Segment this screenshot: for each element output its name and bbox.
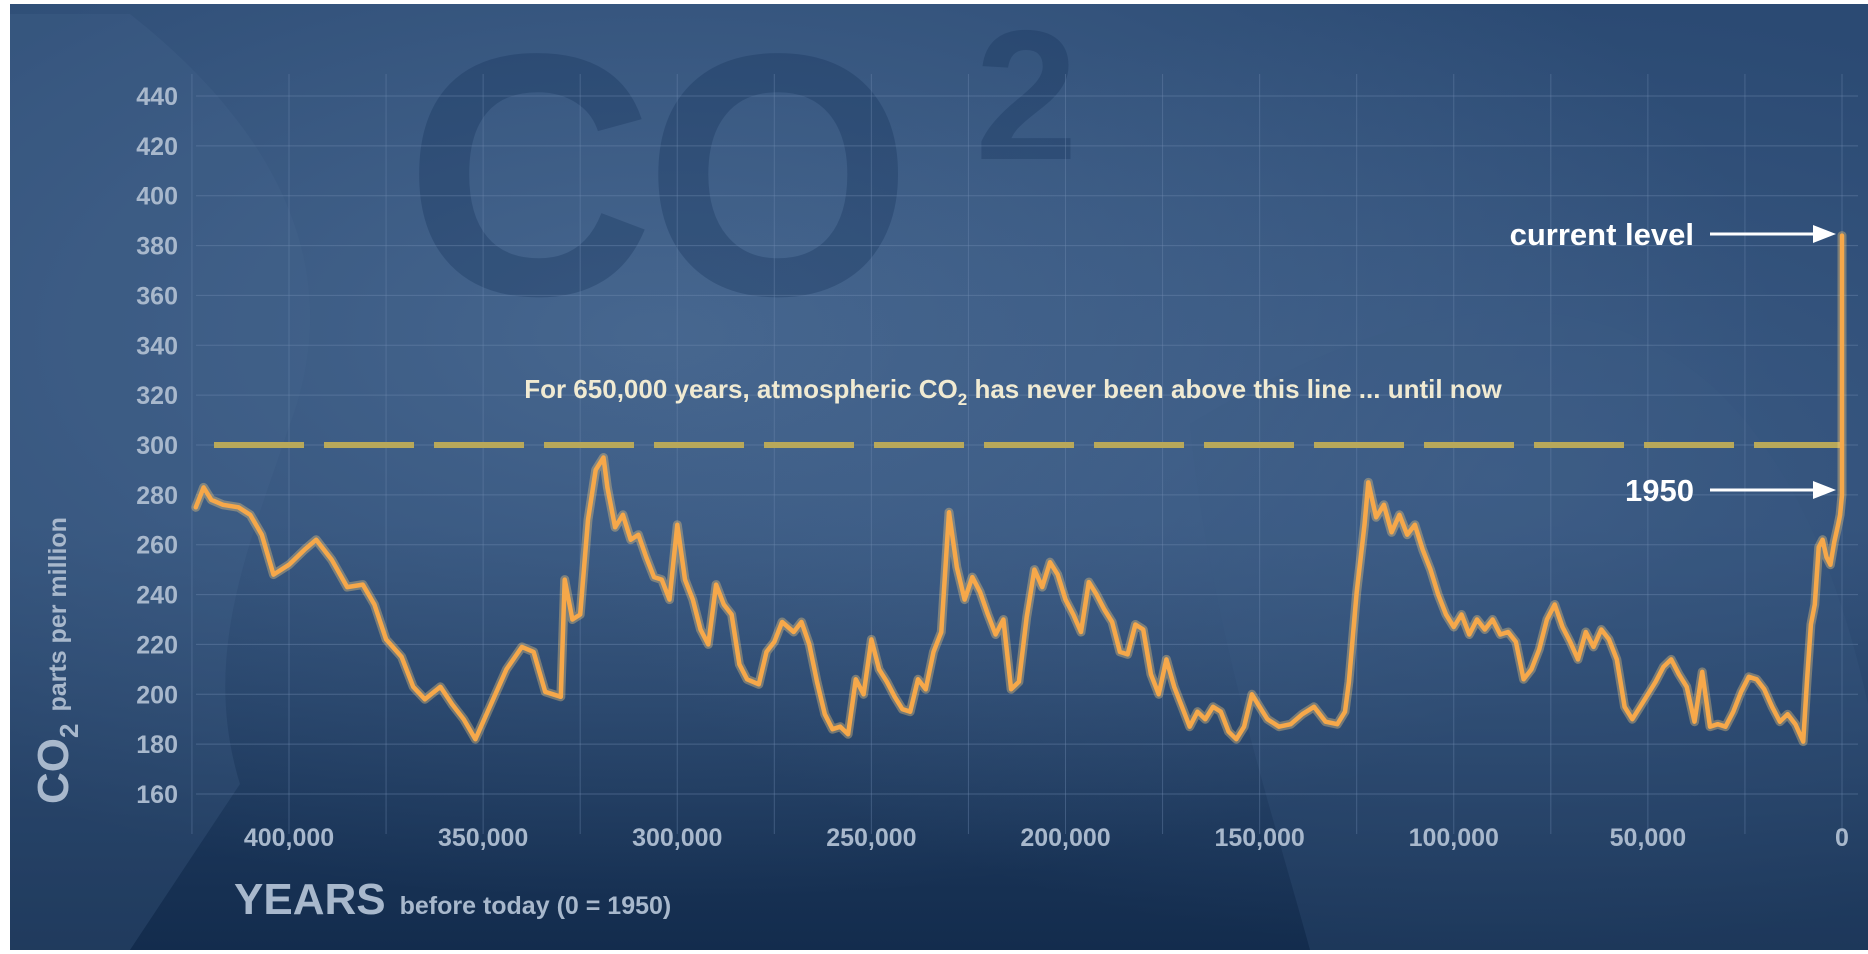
y-tick-label-160: 160 [136,781,178,809]
y-tick-label-260: 260 [136,532,178,560]
y-tick-label-300: 300 [136,432,178,460]
threshold-annotation-before: For 650,000 years, atmospheric CO [524,374,958,404]
y-tick-label-360: 360 [136,282,178,310]
x-tick-label-0: 0 [1835,824,1849,852]
y-tick-label-340: 340 [136,332,178,360]
threshold-annotation-after: has never been above this line ... until… [967,374,1502,404]
y-axis-label-subscript: 2 [54,724,84,738]
y-tick-label-440: 440 [136,83,178,111]
y-tick-label-420: 420 [136,133,178,161]
co2-chart: CO 2 160 180 200 220 240 260 280 300 320 340 360 38… [10,4,1868,950]
x-tick-label-100000: 100,000 [1409,824,1499,852]
y-tick-label-180: 180 [136,731,178,759]
threshold-annotation-subscript: 2 [958,390,967,409]
y-axis-ticks: 160 180 200 220 240 260 280 300 320 340 360 380 400 4… [136,83,178,809]
watermark-subscript: 2 [975,4,1078,199]
x-axis-label-sub: before today (0 = 1950) [400,892,672,920]
year-1950-label: 1950 [1625,473,1694,508]
y-tick-label-380: 380 [136,233,178,261]
x-axis-label: YEARS before today (0 = 1950) [234,875,671,924]
ice-shape-decoration-right [1190,311,1868,950]
x-tick-label-150000: 150,000 [1214,824,1304,852]
year-1950-arrow [1710,481,1836,499]
x-tick-label-50000: 50,000 [1610,824,1686,852]
watermark-text: CO [405,4,903,368]
x-tick-label-350000: 350,000 [438,824,528,852]
background-haze-right [10,4,1868,950]
y-tick-label-220: 220 [136,631,178,659]
co2-watermark: CO 2 [405,4,1078,368]
y-tick-label-240: 240 [136,582,178,610]
y-tick-label-200: 200 [136,681,178,709]
x-tick-label-300000: 300,000 [632,824,722,852]
y-tick-label-280: 280 [136,482,178,510]
y-axis-label-rest: parts per million [44,517,72,711]
y-tick-label-400: 400 [136,183,178,211]
ice-shape-decoration [10,14,311,950]
threshold-annotation: For 650,000 years, atmospheric CO2 has n… [524,374,1502,409]
x-tick-label-250000: 250,000 [826,824,916,852]
x-axis-ticks: 400,000 350,000 300,000 250,000 200,000 150,0… [244,824,1849,852]
y-axis-label: CO2 parts per million [29,517,84,804]
x-tick-label-400000: 400,000 [244,824,334,852]
chart-canvas: CO 2 16018020022024026028030032034036038… [10,4,1868,950]
y-tick-label-320: 320 [136,382,178,410]
co2-series-line [193,233,1845,744]
current-level-arrow [1710,225,1836,243]
y-axis-label-main: CO [29,738,78,804]
current-level-label: current level [1510,217,1694,252]
x-axis-label-main: YEARS [234,875,386,924]
x-tick-label-200000: 200,000 [1020,824,1110,852]
